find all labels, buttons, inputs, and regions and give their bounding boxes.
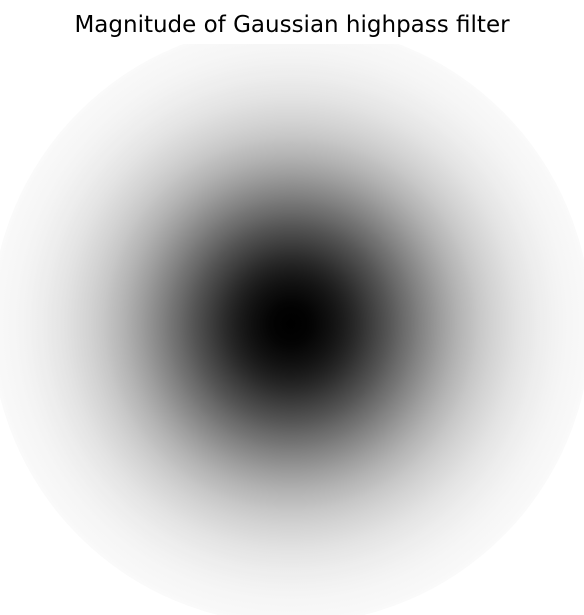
chart-title: Magnitude of Gaussian highpass filter [74,12,510,38]
heatmap-field [0,44,584,615]
heatmap-canvas [0,44,584,615]
plot-area [0,44,584,615]
